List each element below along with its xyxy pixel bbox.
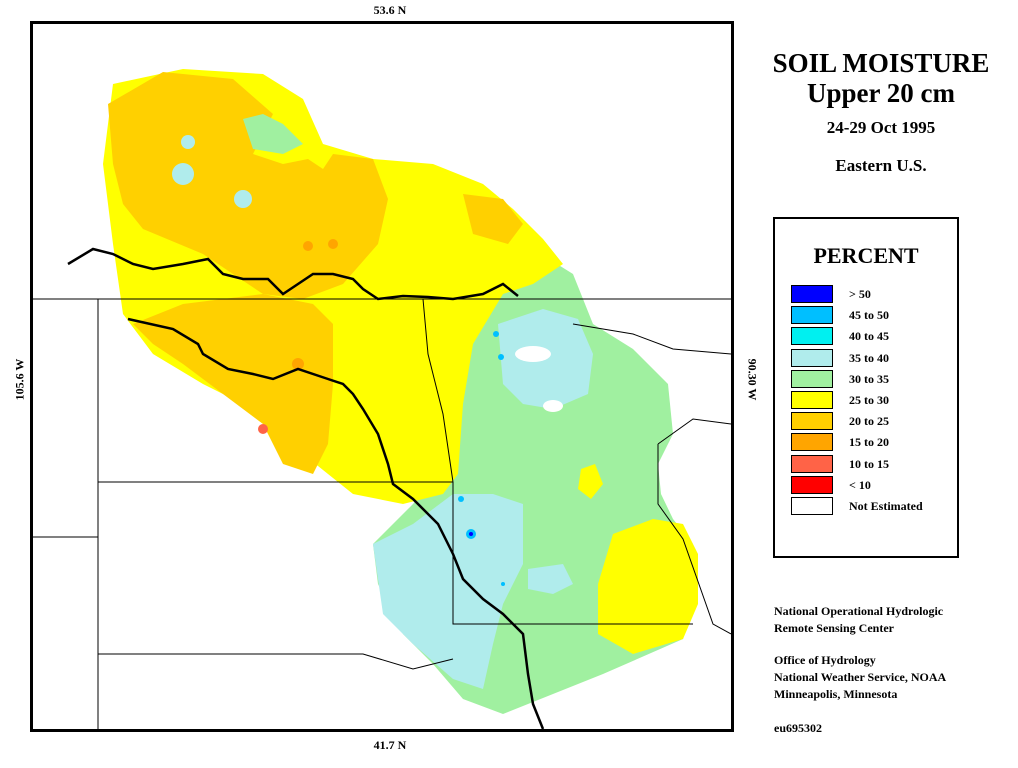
legend-swatch bbox=[791, 391, 833, 409]
legend-swatch bbox=[791, 454, 833, 473]
legend-item: 35 to 40 bbox=[791, 348, 951, 369]
legend-label: 40 to 45 bbox=[849, 329, 889, 344]
product-id: eu695302 bbox=[774, 721, 822, 735]
map-title-block: SOIL MOISTURE Upper 20 cm 24-29 Oct 1995… bbox=[760, 48, 1002, 176]
map-canvas bbox=[33, 69, 731, 729]
legend-item: 45 to 50 bbox=[791, 306, 951, 326]
legend-item: 40 to 45 bbox=[791, 327, 951, 347]
credit-line-3: Office of Hydrology bbox=[774, 653, 876, 667]
legend-item: 30 to 35 bbox=[791, 369, 951, 390]
credit-line-4: National Weather Service, NOAA bbox=[774, 670, 947, 684]
legend-swatch bbox=[791, 348, 833, 367]
legend-label: 35 to 40 bbox=[849, 350, 889, 365]
map-region-20-25-north bbox=[108, 72, 388, 299]
legend-label: 15 to 20 bbox=[849, 435, 889, 450]
map-date: 24-29 Oct 1995 bbox=[826, 118, 936, 137]
legend-item: > 50 bbox=[791, 285, 951, 305]
legend-label: 45 to 50 bbox=[849, 308, 889, 323]
legend-swatch bbox=[791, 369, 833, 388]
legend-item: 20 to 25 bbox=[791, 412, 951, 432]
map-subtitle: Upper 20 cm bbox=[807, 78, 955, 108]
legend-swatch bbox=[791, 306, 833, 325]
map-region-35-40-small bbox=[528, 564, 573, 594]
legend-swatch bbox=[791, 327, 833, 346]
latitude-bottom-label: 41.7 N bbox=[373, 738, 407, 752]
map-region-25-30-southeast bbox=[598, 519, 698, 654]
legend-label: < 10 bbox=[849, 477, 871, 492]
legend-swatch bbox=[791, 433, 833, 452]
legend-item: 10 to 15 bbox=[791, 454, 951, 475]
credit-line-5: Minneapolis, Minnesota bbox=[774, 687, 898, 701]
legend-title: PERCENT bbox=[813, 243, 919, 268]
legend-label: > 50 bbox=[849, 287, 871, 301]
legend-label: 25 to 30 bbox=[849, 393, 889, 407]
credit-line-2: Remote Sensing Center bbox=[774, 621, 894, 635]
legend-item: 15 to 20 bbox=[791, 433, 951, 453]
map-region-20-25-central bbox=[133, 294, 333, 474]
credit-line-1: National Operational Hydrologic bbox=[774, 604, 944, 618]
legend-swatch bbox=[791, 412, 833, 431]
legend-swatch bbox=[791, 475, 833, 494]
legend-item: < 10 bbox=[791, 475, 951, 496]
legend-item: 25 to 30 bbox=[791, 391, 951, 411]
legend-label: 20 to 25 bbox=[849, 414, 889, 429]
map-region-30-35-north bbox=[243, 114, 303, 154]
soil-moisture-map bbox=[30, 21, 734, 732]
legend: PERCENT > 50 45 to 50 40 to 45 35 to 40 30 t… bbox=[773, 217, 959, 558]
map-region-25-30-spot bbox=[578, 464, 603, 499]
legend-item: Not Estimated bbox=[791, 497, 951, 517]
legend-swatch bbox=[791, 497, 833, 515]
longitude-left-label: 105.6 W bbox=[12, 358, 27, 401]
map-region-label: Eastern U.S. bbox=[835, 156, 927, 175]
legend-label: Not Estimated bbox=[849, 499, 923, 513]
legend-label: 30 to 35 bbox=[849, 371, 889, 386]
longitude-right-label: 90.30 W bbox=[745, 358, 760, 401]
legend-swatch bbox=[791, 285, 833, 303]
map-region-35-40-south bbox=[373, 494, 523, 689]
legend-label: 10 to 15 bbox=[849, 456, 889, 471]
map-title: SOIL MOISTURE bbox=[772, 48, 990, 78]
map-region-20-25-east-ridge bbox=[463, 194, 523, 244]
latitude-top-label: 53.6 N bbox=[373, 3, 407, 17]
